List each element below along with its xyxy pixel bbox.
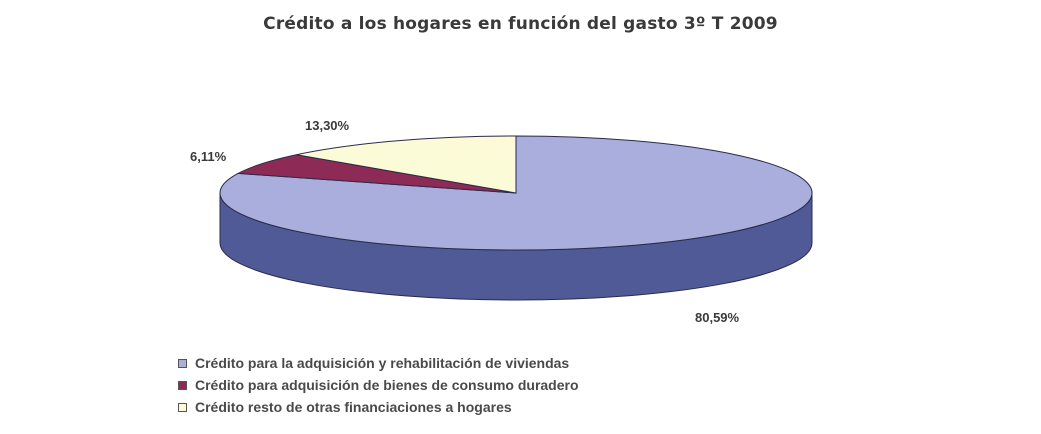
chart-legend: Crédito para la adquisición y rehabilita…: [178, 352, 878, 418]
chart-title: Crédito a los hogares en función del gas…: [263, 14, 778, 34]
data-label-1: 80,59%: [695, 310, 740, 325]
legend-swatch-1: [178, 358, 187, 368]
legend-label-2: Crédito para adquisición de bienes de co…: [195, 377, 579, 393]
pie-labels: 80,59% 6,11% 13,30%: [190, 118, 740, 325]
pie-slice-3: [296, 135, 517, 194]
legend-item-1: Crédito para la adquisición y rehabilita…: [178, 352, 878, 374]
legend-swatch-3: [178, 402, 187, 412]
legend-swatch-2: [178, 380, 187, 390]
legend-item-3: Crédito resto de otras financiaciones a …: [178, 396, 878, 418]
pie-tops: [219, 135, 813, 251]
data-label-2: 6,11%: [190, 149, 227, 164]
data-label-3: 13,30%: [305, 118, 350, 133]
legend-item-2: Crédito para adquisición de bienes de co…: [178, 374, 878, 396]
legend-label-3: Crédito resto de otras financiaciones a …: [195, 399, 512, 415]
legend-label-1: Crédito para la adquisición y rehabilita…: [195, 355, 570, 371]
